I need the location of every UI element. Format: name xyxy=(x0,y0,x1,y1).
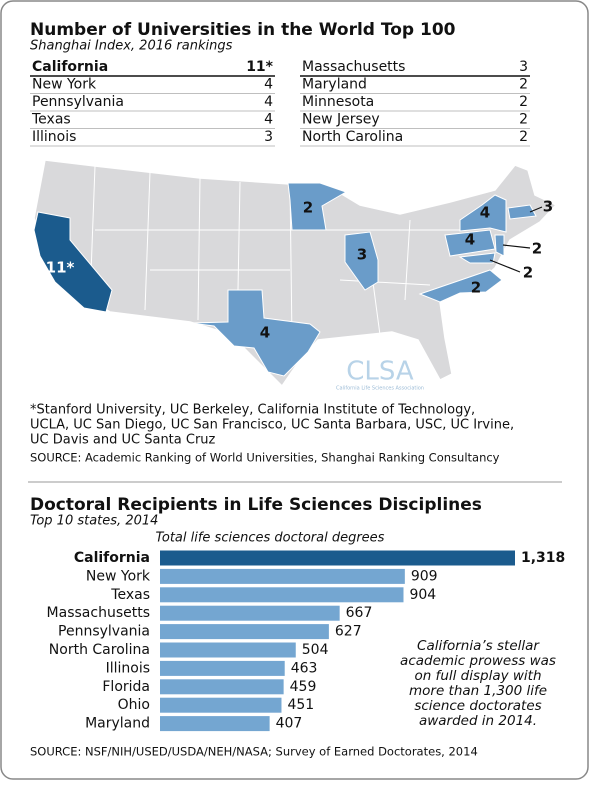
value-label: 407 xyxy=(276,716,303,732)
value-label: 463 xyxy=(291,660,318,676)
pennsylvania xyxy=(444,229,496,257)
row-label: Pennsylvania xyxy=(32,94,124,110)
annotation-line: California’s stellar xyxy=(417,638,540,654)
category-label: Texas xyxy=(110,587,150,603)
category-label: New York xyxy=(86,568,151,584)
map-label: 2 xyxy=(471,279,481,297)
north-carolina xyxy=(418,269,503,303)
row-value: 3 xyxy=(264,129,273,145)
annotation-line: awarded in 2014. xyxy=(419,713,537,729)
annotation-line: more than 1,300 life xyxy=(409,683,547,699)
value-label: 451 xyxy=(287,697,314,713)
map-label: 2 xyxy=(303,199,313,217)
table: California 11* New York 4 Pennsylvania 4 Texas… xyxy=(30,59,530,147)
value-label: 504 xyxy=(302,642,329,658)
footnote-line: *Stanford University, UC Berkeley, Calif… xyxy=(30,403,475,418)
bar xyxy=(160,697,282,713)
state-borders xyxy=(89,165,470,341)
illinois xyxy=(344,231,379,291)
subtitle: Shanghai Index, 2016 rankings xyxy=(30,39,233,54)
category-label: Pennsylvania xyxy=(58,624,150,640)
row-label: California xyxy=(32,59,108,75)
chart-subtitle: Top 10 states, 2014 xyxy=(30,514,158,529)
bar xyxy=(160,679,284,695)
bar xyxy=(160,550,515,566)
california xyxy=(33,211,113,313)
category-label: Illinois xyxy=(106,660,150,676)
bar xyxy=(160,587,404,603)
row-value: 4 xyxy=(264,77,273,93)
map-label: 4 xyxy=(465,231,475,249)
bar xyxy=(160,568,405,584)
value-label: 459 xyxy=(290,679,317,695)
annotation-line: on full display with xyxy=(414,668,541,684)
source: SOURCE: Academic Ranking of World Univer… xyxy=(30,451,500,465)
value-label: 904 xyxy=(409,587,436,603)
new-york xyxy=(459,194,507,233)
title: Number of Universities in the World Top … xyxy=(30,20,456,40)
bar xyxy=(160,605,340,621)
row-value: 11* xyxy=(246,59,273,75)
map-label: 4 xyxy=(260,324,270,342)
map-label: 11* xyxy=(46,259,75,277)
bar xyxy=(160,642,296,658)
row-label: New Jersey xyxy=(302,112,380,128)
axis-title: Total life sciences doctoral degrees xyxy=(156,531,385,546)
footnote-line: UC Davis and UC Santa Cruz xyxy=(30,433,216,448)
value-label: 909 xyxy=(411,568,438,584)
callouts xyxy=(489,206,543,273)
row-value: 2 xyxy=(519,94,528,110)
map-label: 2 xyxy=(523,264,533,282)
bar xyxy=(160,660,285,676)
row-value: 2 xyxy=(519,77,528,93)
bar xyxy=(160,624,329,640)
row-value: 4 xyxy=(264,112,273,128)
footnote-line: UCLA, UC San Diego, UC San Francisco, UC… xyxy=(30,418,514,433)
row-label: Massachusetts xyxy=(302,59,405,75)
category-label: Massachusetts xyxy=(47,605,150,621)
map-label: 3 xyxy=(357,246,367,264)
row-value: 2 xyxy=(519,129,528,145)
row-label: Minnesota xyxy=(302,94,374,110)
category-label: Maryland xyxy=(85,716,150,732)
us-outline xyxy=(33,159,558,388)
annotation-line: academic prowess was xyxy=(400,653,556,669)
value-label: 627 xyxy=(335,624,362,640)
category-label: California xyxy=(74,550,150,566)
row-value: 3 xyxy=(519,59,528,75)
row-label: Illinois xyxy=(32,129,76,145)
logo: CLSA xyxy=(346,357,414,387)
maryland xyxy=(458,252,496,264)
chart-source: SOURCE: NSF/NIH/USED/USDA/NEH/NASA; Surv… xyxy=(30,745,478,759)
massachusetts xyxy=(507,204,537,220)
annotation-line: science doctorates xyxy=(414,698,541,714)
row-label: New York xyxy=(32,77,97,93)
row-value: 2 xyxy=(519,112,528,128)
value-label: 1,318 xyxy=(521,550,565,566)
texas xyxy=(189,289,321,377)
logo-tagline: California Life Sciences Association xyxy=(336,386,424,392)
row-label: Maryland xyxy=(302,77,367,93)
row-value: 4 xyxy=(264,94,273,110)
new-jersey xyxy=(494,234,505,257)
minnesota xyxy=(287,182,348,231)
map-label: 3 xyxy=(543,198,553,216)
category-label: Ohio xyxy=(118,697,150,713)
map-label: 2 xyxy=(532,240,542,258)
value-label: 667 xyxy=(346,605,373,621)
chart-title: Doctoral Recipients in Life Sciences Dis… xyxy=(30,495,482,515)
map-label: 4 xyxy=(480,204,490,222)
row-label: Texas xyxy=(31,112,71,128)
bar xyxy=(160,716,270,732)
category-label: Florida xyxy=(102,679,150,695)
category-label: North Carolina xyxy=(49,642,150,658)
row-label: North Carolina xyxy=(302,129,403,145)
